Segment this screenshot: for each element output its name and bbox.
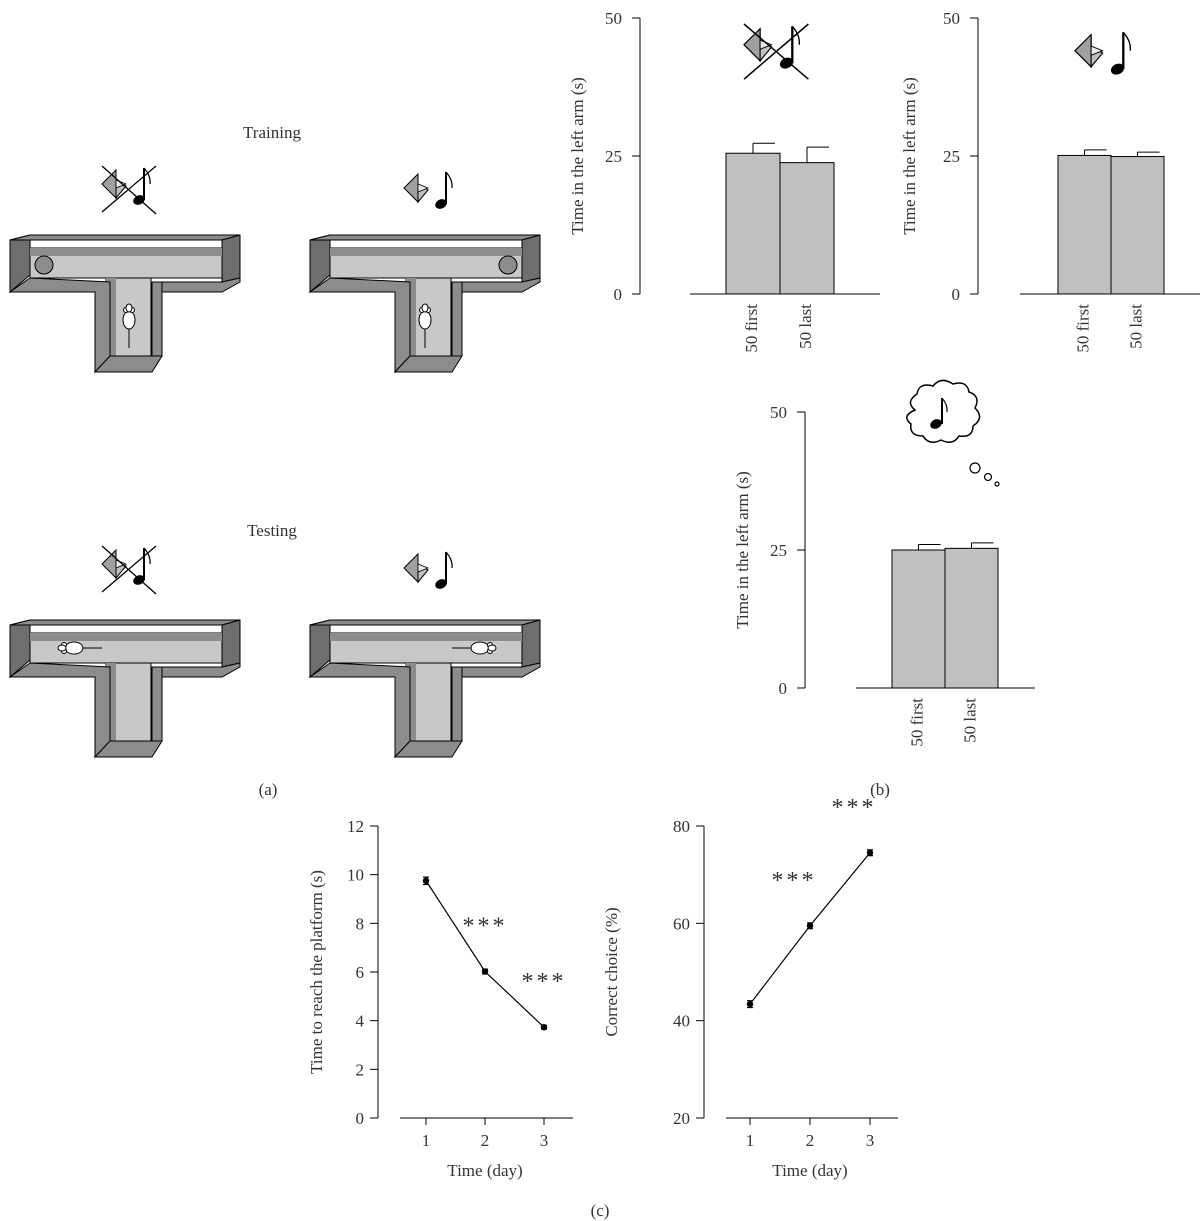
series-line <box>425 880 545 1028</box>
chart-b3: 0 25 50 Time in the left arm (s) 50 first 50 … <box>733 403 1035 747</box>
t-maze-icon <box>309 619 541 758</box>
y-tick-label: 50 <box>605 9 622 28</box>
panel-b: (b) 0 25 50 Time in the left arm (s) 50 firs… <box>568 9 1200 799</box>
y-tick-label: 12 <box>347 817 364 836</box>
no-light-no-sound-icon <box>101 545 157 595</box>
light-and-sound-icon <box>1073 31 1132 78</box>
light-and-sound-icon <box>403 171 454 212</box>
y-axis-label: Correct choice (%) <box>602 907 621 1036</box>
bar <box>779 162 835 295</box>
x-tick-label: 2 <box>481 1131 490 1150</box>
bar <box>725 152 781 295</box>
x-tick-label: 2 <box>806 1131 815 1150</box>
chart-b1: 0 25 50 Time in the left arm (s) 50 first 50 … <box>568 9 880 353</box>
bar <box>1110 156 1165 295</box>
y-tick-label: 10 <box>347 866 364 885</box>
bar <box>1057 154 1112 295</box>
significance-label: *** <box>522 969 567 995</box>
y-tick-label: 20 <box>673 1109 690 1128</box>
y-tick-label: 0 <box>356 1109 365 1128</box>
x-tick-label: 50 first <box>1074 304 1093 353</box>
data-point <box>540 1024 548 1031</box>
imagined-sound-icon <box>906 379 1000 487</box>
y-axis-label: Time in the left arm (s) <box>568 77 587 235</box>
x-tick-label: 50 last <box>1127 304 1146 349</box>
panel-b-label: (b) <box>870 780 890 799</box>
significance-label: *** <box>832 795 877 821</box>
panel-c-label: (c) <box>591 1201 610 1220</box>
y-tick-label: 80 <box>673 817 690 836</box>
x-tick-label: 1 <box>746 1131 755 1150</box>
x-axis-label: Time (day) <box>447 1161 522 1180</box>
y-tick-label: 0 <box>952 285 961 304</box>
y-tick-label: 8 <box>356 914 365 933</box>
chart-b2: 0 25 50 Time in the left arm (s) 50 first 50 … <box>900 9 1200 353</box>
x-tick-label: 3 <box>540 1131 549 1150</box>
y-tick-label: 0 <box>779 679 788 698</box>
y-axis-label: Time in the left arm (s) <box>733 471 752 629</box>
training-label: Training <box>243 123 301 142</box>
y-tick-label: 0 <box>614 285 623 304</box>
y-tick-label: 25 <box>943 147 960 166</box>
x-tick-label: 3 <box>866 1131 875 1150</box>
bar <box>891 549 946 689</box>
data-point <box>806 922 814 929</box>
data-point <box>422 877 430 884</box>
x-tick-label: 1 <box>422 1131 431 1150</box>
no-light-no-sound-icon <box>101 165 157 215</box>
y-tick-label: 25 <box>770 541 787 560</box>
y-axis-label: Time to reach the platform (s) <box>307 870 326 1074</box>
y-tick-label: 60 <box>673 914 690 933</box>
platform-icon <box>498 255 518 275</box>
y-tick-label: 25 <box>605 147 622 166</box>
x-tick-label: 50 last <box>961 698 980 743</box>
platform-icon <box>34 255 54 275</box>
x-tick-label: 50 first <box>742 304 761 353</box>
significance-label: *** <box>463 914 508 940</box>
t-maze-icon <box>9 619 241 758</box>
no-light-no-sound-icon <box>742 23 809 80</box>
x-tick-label: 50 last <box>796 304 815 349</box>
panel-a-label: (a) <box>259 780 278 799</box>
y-tick-label: 4 <box>356 1012 365 1031</box>
x-axis-label: Time (day) <box>772 1161 847 1180</box>
panel-a: Training Testing (a) <box>9 123 541 799</box>
y-tick-label: 50 <box>943 9 960 28</box>
y-tick-label: 6 <box>356 963 365 982</box>
data-point <box>481 968 489 975</box>
y-tick-label: 50 <box>770 403 787 422</box>
y-tick-label: 2 <box>356 1060 365 1079</box>
bar <box>944 547 999 689</box>
y-tick-label: 40 <box>673 1012 690 1031</box>
light-and-sound-icon <box>403 551 454 592</box>
data-point <box>746 1000 754 1008</box>
data-point <box>866 849 874 856</box>
chart-c2: 20 40 60 80 1 2 3 Time (day) Correct choice (%) *… <box>602 795 898 1180</box>
y-axis-label: Time in the left arm (s) <box>900 77 919 235</box>
x-tick-label: 50 first <box>908 698 927 747</box>
testing-label: Testing <box>247 521 297 540</box>
significance-label: *** <box>772 868 817 894</box>
